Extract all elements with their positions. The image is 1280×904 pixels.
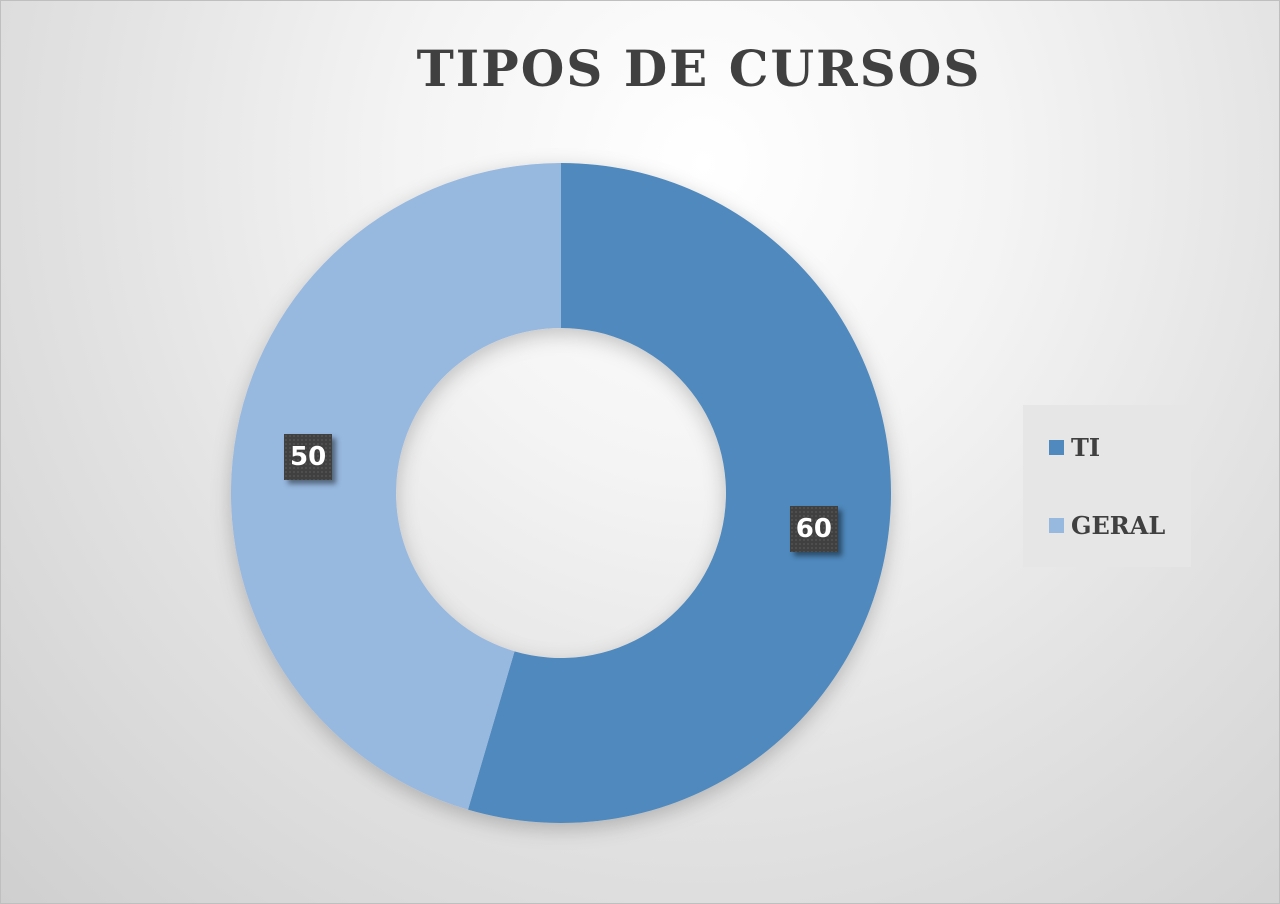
legend-label-geral: GERAL <box>1071 511 1166 540</box>
legend-item-geral: GERAL <box>1049 511 1165 540</box>
donut-slice-geral <box>231 163 561 810</box>
data-label-geral: 50 <box>284 433 333 480</box>
legend-swatch-ti <box>1049 440 1064 455</box>
legend-label-ti: TI <box>1071 433 1101 462</box>
donut-slice-ti <box>468 162 892 824</box>
data-label-ti: 60 <box>789 506 838 553</box>
chart-legend: TI GERAL <box>1023 405 1191 567</box>
legend-item-ti: TI <box>1049 433 1100 462</box>
chart-title: TIPOS DE CURSOS <box>416 39 982 98</box>
legend-swatch-geral <box>1049 518 1064 533</box>
